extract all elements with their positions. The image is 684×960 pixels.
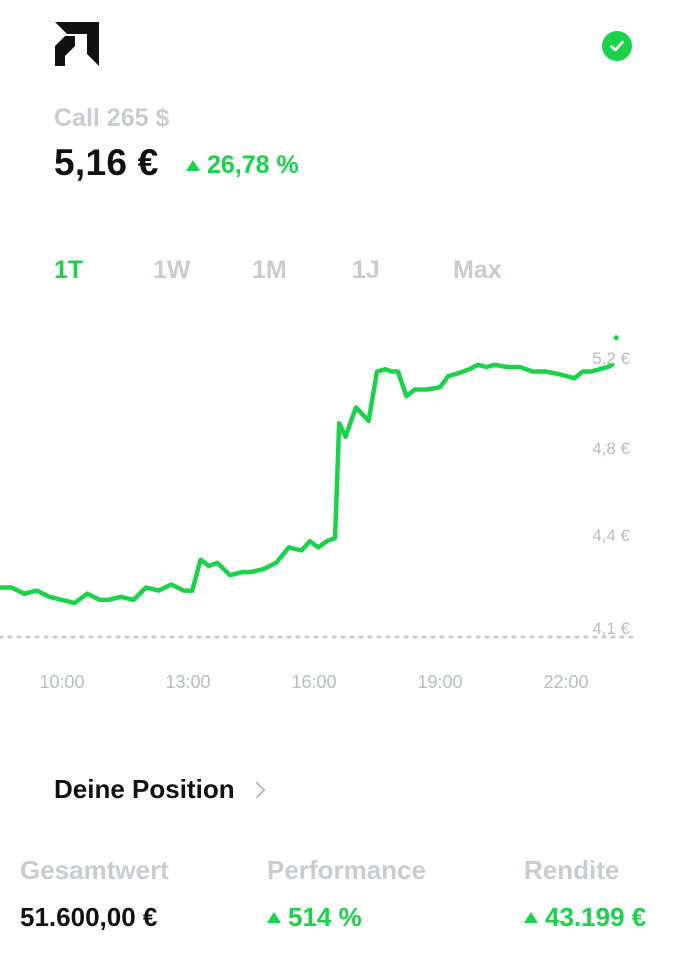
y-tick-label: 5,2 € [592,349,630,368]
price-chart[interactable]: 5,2 € 4,8 € 4,4 € 4,1 € 10:00 13:00 16:00 19:00… [0,300,684,710]
price-line [0,362,615,606]
instrument-price: 5,16 € [54,142,159,183]
stat-value-total-text: 51.600,00 € [20,902,158,932]
triangle-up-icon [524,912,538,923]
position-link[interactable]: Deine Position [54,774,266,805]
stat-value-return-text: 43.199 € [545,902,647,932]
x-tick-label: 19:00 [417,672,462,692]
stat-label-total: Gesamtwert [20,855,169,885]
price-change-value: 26,78 % [207,151,299,179]
check-circle-icon[interactable] [602,31,632,61]
price-change: 26,78 % [186,151,299,180]
amd-logo-icon [55,22,99,66]
stat-value-return: 43.199 € [524,902,646,933]
triangle-up-icon [267,912,281,923]
x-tick-label: 13:00 [165,672,210,692]
y-tick-label: 4,1 € [592,619,630,638]
instrument-title: Call 265 $ [54,104,170,132]
triangle-up-icon [186,160,200,171]
current-price-dot [613,335,619,341]
x-tick-label: 10:00 [39,672,84,692]
x-tick-label: 22:00 [543,672,588,692]
position-title: Deine Position [54,774,235,804]
y-tick-label: 4,8 € [592,439,630,458]
stat-value-total: 51.600,00 € [20,902,157,933]
timeframe-tabs: 1T 1W 1M 1J Max [54,256,554,290]
chevron-right-icon [248,781,266,798]
tab-1w[interactable]: 1W [153,256,191,284]
y-tick-label: 4,4 € [592,526,630,545]
tab-1m[interactable]: 1M [252,256,287,284]
tab-1j[interactable]: 1J [352,256,380,284]
x-tick-label: 16:00 [291,672,336,692]
tab-max[interactable]: Max [453,256,502,284]
stat-value-performance: 514 % [267,902,362,933]
tab-1t[interactable]: 1T [54,256,84,284]
stat-label-performance: Performance [267,855,426,885]
stat-label-return: Rendite [524,855,620,885]
stat-value-performance-text: 514 % [288,902,362,932]
